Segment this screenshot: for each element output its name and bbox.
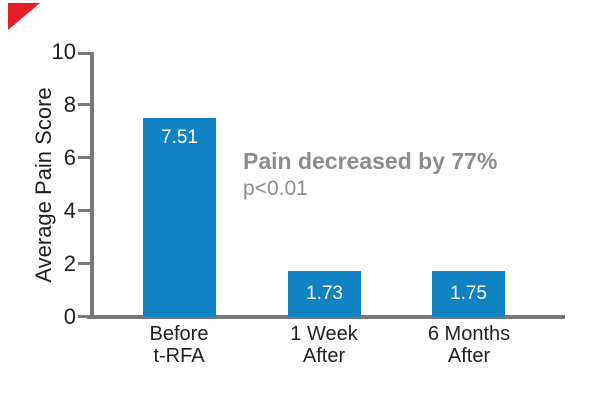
y-tick-mark (78, 103, 94, 106)
bar-before-trfa: 7.51 (143, 118, 216, 317)
x-label-line: t-RFA (153, 345, 205, 367)
y-axis-line (90, 52, 94, 319)
x-label-line: After (447, 345, 491, 367)
bar-value-label: 1.73 (306, 283, 343, 304)
bar-1-week-after: 1.73 (288, 271, 361, 317)
y-tick-label-10: 10 (51, 39, 76, 64)
y-tick-mark (78, 156, 94, 159)
bar-6-months-after: 1.75 (432, 271, 505, 317)
x-label-line: Before (149, 323, 209, 345)
bar-value-label: 7.51 (161, 127, 198, 148)
x-label-line: 6 Months (427, 323, 511, 345)
annotation: Pain decreased by 77% p<0.01 (243, 148, 563, 201)
bar-value-label: 1.75 (450, 283, 487, 304)
y-tick-label-8: 8 (63, 92, 76, 117)
y-tick-mark (78, 52, 94, 55)
x-label-line: 1 Week (290, 323, 358, 345)
y-tick-mark (78, 262, 94, 265)
y-tick-mark (78, 315, 94, 318)
y-tick-label-0: 0 (63, 304, 76, 329)
annotation-headline: Pain decreased by 77% (243, 148, 498, 174)
annotation-pvalue: p<0.01 (243, 177, 308, 200)
x-label-before-trfa: Before t-RFA (109, 323, 249, 367)
y-tick-mark (78, 209, 94, 212)
y-tick-label-4: 4 (63, 198, 76, 223)
corner-ribbon-icon (8, 3, 40, 30)
x-axis-line (87, 315, 565, 319)
x-label-line: After (302, 345, 346, 367)
x-label-6-months-after: 6 Months After (399, 323, 539, 367)
x-label-1-week-after: 1 Week After (254, 323, 394, 367)
y-tick-label-2: 2 (63, 251, 76, 276)
y-tick-label-6: 6 (63, 145, 76, 170)
